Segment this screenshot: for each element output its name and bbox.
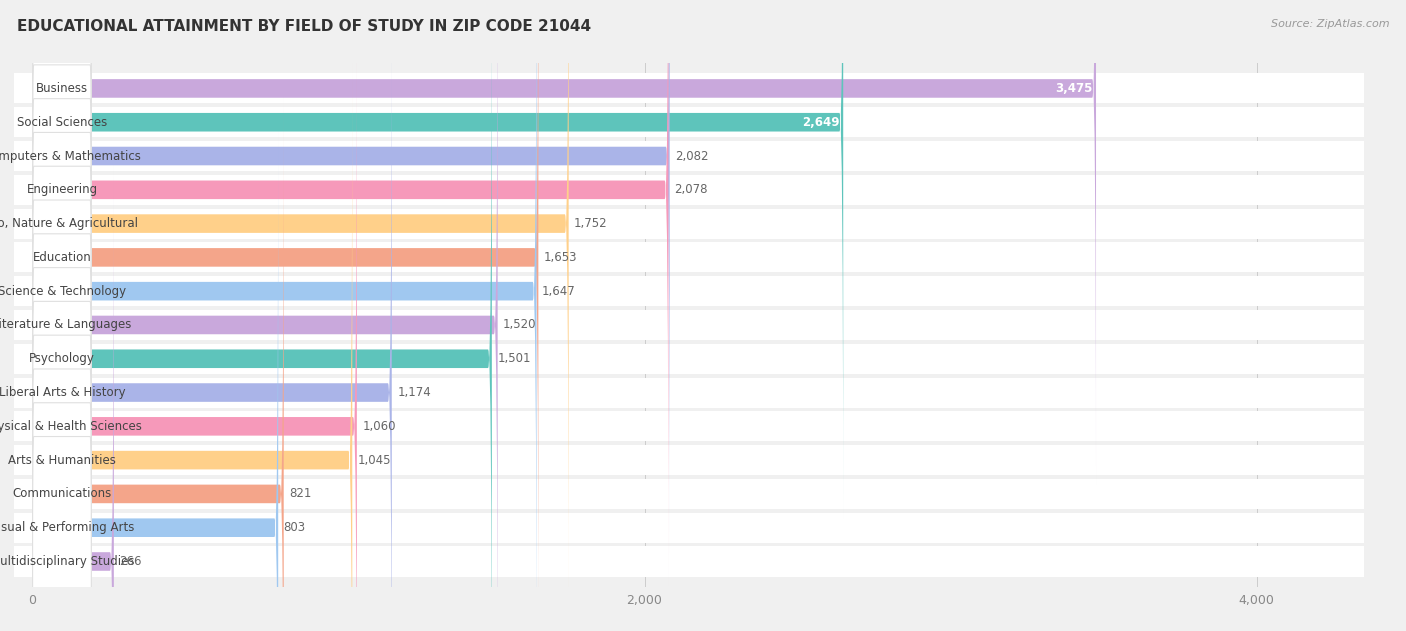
FancyBboxPatch shape <box>32 437 91 631</box>
Text: 266: 266 <box>120 555 142 568</box>
FancyBboxPatch shape <box>32 200 91 450</box>
FancyBboxPatch shape <box>32 0 1097 485</box>
Bar <box>14 310 1364 340</box>
Bar <box>14 344 1364 374</box>
Bar <box>14 175 1364 205</box>
Bar <box>14 546 1364 577</box>
FancyBboxPatch shape <box>32 98 91 348</box>
Text: Bio, Nature & Agricultural: Bio, Nature & Agricultural <box>0 217 138 230</box>
FancyBboxPatch shape <box>32 133 91 382</box>
FancyBboxPatch shape <box>32 403 91 631</box>
FancyBboxPatch shape <box>32 0 668 586</box>
Bar <box>14 107 1364 138</box>
FancyBboxPatch shape <box>32 268 91 517</box>
FancyBboxPatch shape <box>32 98 284 631</box>
FancyBboxPatch shape <box>32 30 357 631</box>
FancyBboxPatch shape <box>32 0 844 519</box>
FancyBboxPatch shape <box>32 0 91 247</box>
Text: 1,174: 1,174 <box>398 386 432 399</box>
Text: EDUCATIONAL ATTAINMENT BY FIELD OF STUDY IN ZIP CODE 21044: EDUCATIONAL ATTAINMENT BY FIELD OF STUDY… <box>17 19 591 34</box>
Bar <box>14 141 1364 171</box>
Bar <box>14 479 1364 509</box>
FancyBboxPatch shape <box>32 165 114 631</box>
FancyBboxPatch shape <box>32 302 91 551</box>
FancyBboxPatch shape <box>32 31 91 281</box>
Text: Liberal Arts & History: Liberal Arts & History <box>0 386 125 399</box>
Text: 1,653: 1,653 <box>544 251 578 264</box>
Text: Source: ZipAtlas.com: Source: ZipAtlas.com <box>1271 19 1389 29</box>
Bar <box>14 276 1364 306</box>
Bar <box>14 445 1364 475</box>
Text: Literature & Languages: Literature & Languages <box>0 319 132 331</box>
FancyBboxPatch shape <box>32 64 353 631</box>
Text: 2,082: 2,082 <box>675 150 709 163</box>
Text: 821: 821 <box>290 487 312 500</box>
Text: Multidisciplinary Studies: Multidisciplinary Studies <box>0 555 134 568</box>
FancyBboxPatch shape <box>32 335 91 585</box>
Bar <box>14 512 1364 543</box>
FancyBboxPatch shape <box>32 0 537 631</box>
Bar <box>14 242 1364 273</box>
Text: 1,060: 1,060 <box>363 420 396 433</box>
FancyBboxPatch shape <box>32 0 498 631</box>
Text: 1,045: 1,045 <box>357 454 391 466</box>
FancyBboxPatch shape <box>32 166 91 416</box>
FancyBboxPatch shape <box>32 0 568 620</box>
Text: 2,649: 2,649 <box>801 115 839 129</box>
Text: Communications: Communications <box>13 487 111 500</box>
Text: 2,078: 2,078 <box>673 184 707 196</box>
FancyBboxPatch shape <box>32 234 91 484</box>
FancyBboxPatch shape <box>32 131 278 631</box>
Text: 1,647: 1,647 <box>543 285 576 298</box>
Text: Physical & Health Sciences: Physical & Health Sciences <box>0 420 142 433</box>
Text: Arts & Humanities: Arts & Humanities <box>8 454 115 466</box>
FancyBboxPatch shape <box>32 0 538 631</box>
Text: Social Sciences: Social Sciences <box>17 115 107 129</box>
Bar <box>14 73 1364 103</box>
FancyBboxPatch shape <box>32 0 91 213</box>
Text: Psychology: Psychology <box>30 352 94 365</box>
Text: Visual & Performing Arts: Visual & Performing Arts <box>0 521 134 534</box>
Text: 3,475: 3,475 <box>1054 82 1092 95</box>
Text: 803: 803 <box>284 521 307 534</box>
Text: Education: Education <box>32 251 91 264</box>
Text: 1,752: 1,752 <box>574 217 607 230</box>
FancyBboxPatch shape <box>32 0 492 631</box>
Text: Engineering: Engineering <box>27 184 97 196</box>
Text: Science & Technology: Science & Technology <box>0 285 127 298</box>
Text: Computers & Mathematics: Computers & Mathematics <box>0 150 141 163</box>
Text: 1,520: 1,520 <box>503 319 537 331</box>
FancyBboxPatch shape <box>32 369 91 619</box>
FancyBboxPatch shape <box>32 65 91 315</box>
Text: Business: Business <box>37 82 89 95</box>
Bar <box>14 411 1364 441</box>
FancyBboxPatch shape <box>32 0 392 631</box>
Bar <box>14 209 1364 239</box>
FancyBboxPatch shape <box>32 0 669 552</box>
Bar <box>14 377 1364 408</box>
Text: 1,501: 1,501 <box>498 352 531 365</box>
